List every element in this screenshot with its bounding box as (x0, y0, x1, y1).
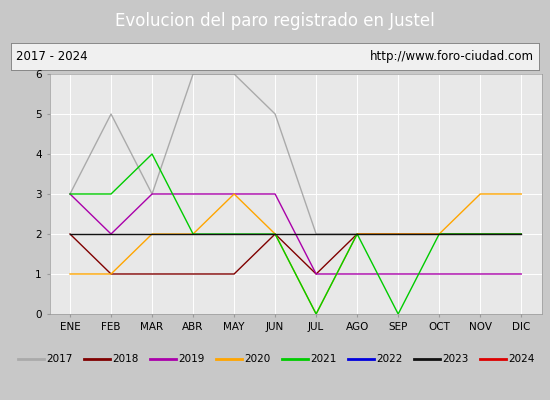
Text: http://www.foro-ciudad.com: http://www.foro-ciudad.com (370, 50, 534, 63)
Text: 2020: 2020 (245, 354, 271, 364)
Text: 2021: 2021 (311, 354, 337, 364)
Text: 2019: 2019 (179, 354, 205, 364)
Text: 2023: 2023 (443, 354, 469, 364)
Text: 2024: 2024 (509, 354, 535, 364)
Text: 2018: 2018 (113, 354, 139, 364)
Text: 2017 - 2024: 2017 - 2024 (16, 50, 88, 63)
Text: Evolucion del paro registrado en Justel: Evolucion del paro registrado en Justel (115, 12, 435, 30)
Text: 2017: 2017 (47, 354, 73, 364)
Text: 2022: 2022 (377, 354, 403, 364)
